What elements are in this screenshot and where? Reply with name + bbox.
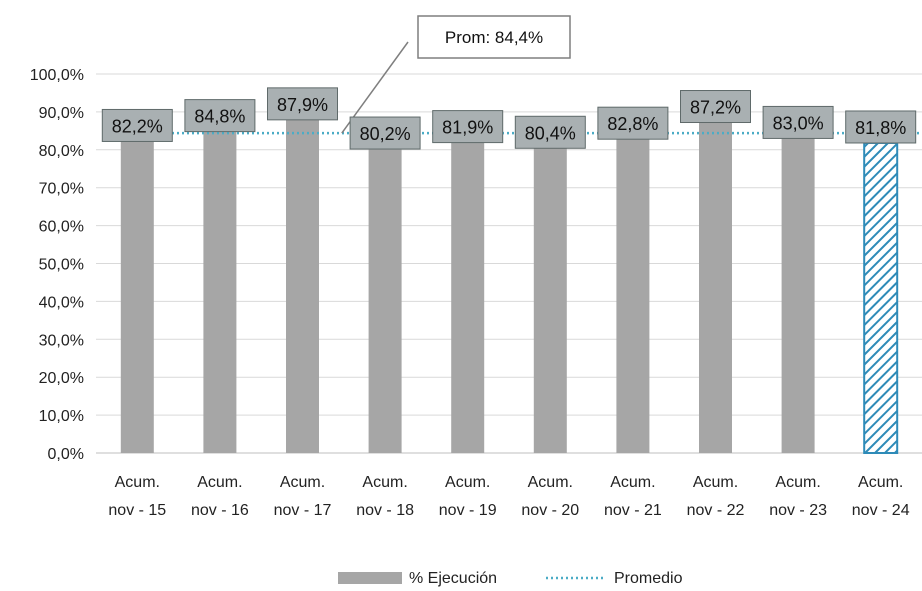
data-label: 84,8%	[194, 107, 245, 127]
bar	[120, 141, 154, 453]
data-labels: 82,2% 84,8% 87,9% 80,2% 81,9% 80,4% 82,8% 87,2%…	[101, 87, 917, 150]
legend-label: Promedio	[614, 570, 683, 587]
y-tick-label: 40,0%	[39, 294, 84, 311]
data-label: 81,9%	[442, 118, 493, 138]
data-label-box	[184, 99, 256, 133]
bar	[533, 148, 567, 453]
data-label-box	[762, 105, 834, 139]
data-label: 87,9%	[277, 95, 328, 115]
data-label-box	[845, 110, 917, 144]
bars	[120, 119, 899, 454]
x-tick-label: Acum.	[197, 474, 242, 491]
average-callout-box	[417, 15, 571, 59]
x-tick-label: Acum.	[528, 474, 573, 491]
y-tick-label: 30,0%	[39, 332, 84, 349]
data-label: 83,0%	[773, 113, 824, 133]
y-tick-label: 20,0%	[39, 370, 84, 387]
x-tick-label: nov - 21	[604, 502, 662, 519]
data-label: 81,8%	[855, 118, 906, 138]
bar	[451, 142, 485, 453]
x-tick-label: nov - 19	[439, 502, 497, 519]
x-tick-label: Acum.	[610, 474, 655, 491]
data-label: 87,2%	[690, 98, 741, 118]
data-label: 80,4%	[525, 123, 576, 143]
legend: % Ejecución Promedio	[338, 570, 683, 587]
data-label-box	[267, 87, 338, 121]
bar	[616, 139, 650, 454]
x-tick-label: Acum.	[775, 474, 820, 491]
bar	[286, 119, 319, 453]
bar	[781, 138, 815, 453]
data-label-box	[597, 106, 669, 140]
y-tick-label: 0,0%	[48, 446, 84, 463]
y-tick-label: 80,0%	[39, 143, 84, 160]
x-tick-label: Acum.	[858, 474, 903, 491]
x-tick-label: nov - 20	[521, 502, 579, 519]
legend-label: % Ejecución	[409, 570, 497, 587]
x-axis: Acum. nov - 15 Acum. nov - 16 Acum. nov - 17 A…	[108, 474, 909, 519]
legend-swatch-bar	[338, 572, 402, 584]
y-tick-label: 70,0%	[39, 181, 84, 198]
x-tick-label: nov - 24	[852, 502, 910, 519]
data-label-box	[514, 115, 586, 149]
average-callout: Prom: 84,4%	[445, 28, 543, 47]
x-tick-label: nov - 18	[356, 502, 414, 519]
y-tick-label: 100,0%	[30, 67, 84, 84]
x-tick-label: nov - 23	[769, 502, 827, 519]
data-label-box	[101, 108, 173, 142]
x-tick-label: nov - 17	[274, 502, 332, 519]
x-tick-label: Acum.	[362, 474, 407, 491]
bar	[203, 131, 237, 453]
y-tick-label: 10,0%	[39, 408, 84, 425]
x-tick-label: Acum.	[445, 474, 490, 491]
x-tick-label: Acum.	[693, 474, 738, 491]
x-tick-label: nov - 15	[108, 502, 166, 519]
data-label: 80,2%	[360, 124, 411, 144]
data-label-box	[349, 116, 421, 150]
data-label: 82,8%	[607, 114, 658, 134]
y-tick-label: 90,0%	[39, 105, 84, 122]
x-tick-label: nov - 22	[687, 502, 745, 519]
data-label-box	[432, 110, 504, 144]
x-tick-label: Acum.	[280, 474, 325, 491]
bar	[699, 122, 732, 454]
x-tick-label: Acum.	[115, 474, 160, 491]
y-tick-label: 50,0%	[39, 257, 84, 274]
bar	[368, 149, 402, 454]
x-tick-label: nov - 16	[191, 502, 249, 519]
data-label: 82,2%	[112, 116, 163, 136]
y-axis: 0,0% 10,0% 20,0% 30,0% 40,0% 50,0% 60,0% 70,0% 8…	[30, 67, 84, 463]
data-label-box	[680, 90, 751, 124]
y-tick-label: 60,0%	[39, 219, 84, 236]
highlighted-bar	[863, 141, 899, 454]
